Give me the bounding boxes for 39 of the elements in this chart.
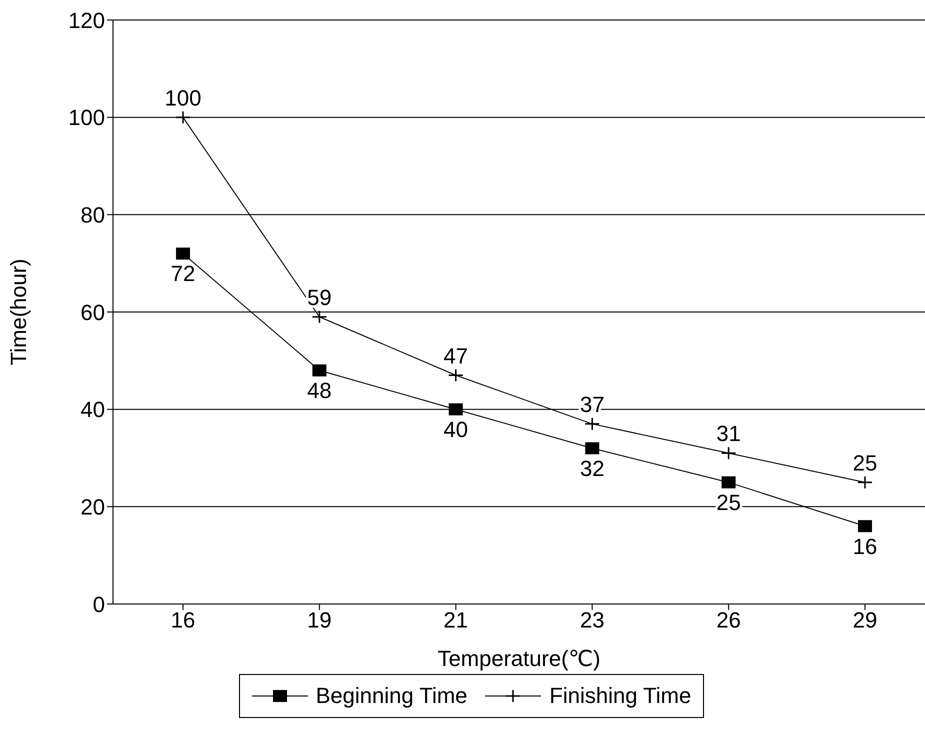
data-label: 16 — [852, 534, 878, 559]
y-tick-label: 60 — [80, 300, 105, 325]
y-tick-label: 0 — [92, 592, 105, 617]
point — [858, 520, 872, 532]
legend-label: Finishing Time — [549, 683, 692, 709]
point — [448, 368, 464, 382]
legend-label: Beginning Time — [316, 683, 468, 709]
data-label: 59 — [307, 284, 332, 310]
point — [720, 446, 736, 460]
data-label: 32 — [580, 456, 604, 481]
point — [312, 364, 326, 376]
data-label: 72 — [170, 261, 196, 286]
point — [722, 476, 736, 488]
x-tick-label: 19 — [307, 608, 332, 633]
data-label: 31 — [716, 421, 741, 446]
data-label: 25 — [852, 450, 878, 476]
x-tick-label: 21 — [444, 608, 468, 633]
y-tick-label: 100 — [68, 105, 105, 130]
x-tick-label: 16 — [170, 608, 196, 633]
y-tick-label: 120 — [68, 8, 105, 33]
point — [312, 310, 328, 324]
x-axis-title: Temperature(℃) — [438, 646, 600, 671]
data-label: 47 — [444, 343, 468, 368]
x-tick-label: 26 — [716, 608, 741, 633]
y-tick-label: 80 — [80, 202, 105, 228]
y-axis-title: Time(hour) — [6, 258, 31, 366]
point — [857, 476, 873, 490]
data-label: 100 — [164, 85, 202, 110]
point — [175, 110, 191, 124]
point — [584, 417, 600, 431]
y-tick-label: 20 — [80, 494, 105, 520]
data-label: 40 — [444, 416, 468, 442]
point — [176, 248, 190, 260]
point — [585, 442, 600, 454]
y-tick-label: 40 — [80, 397, 105, 422]
data-label: 48 — [307, 378, 332, 404]
x-tick-label: 23 — [580, 608, 604, 633]
point — [448, 403, 463, 416]
x-tick-label: 29 — [852, 608, 878, 633]
